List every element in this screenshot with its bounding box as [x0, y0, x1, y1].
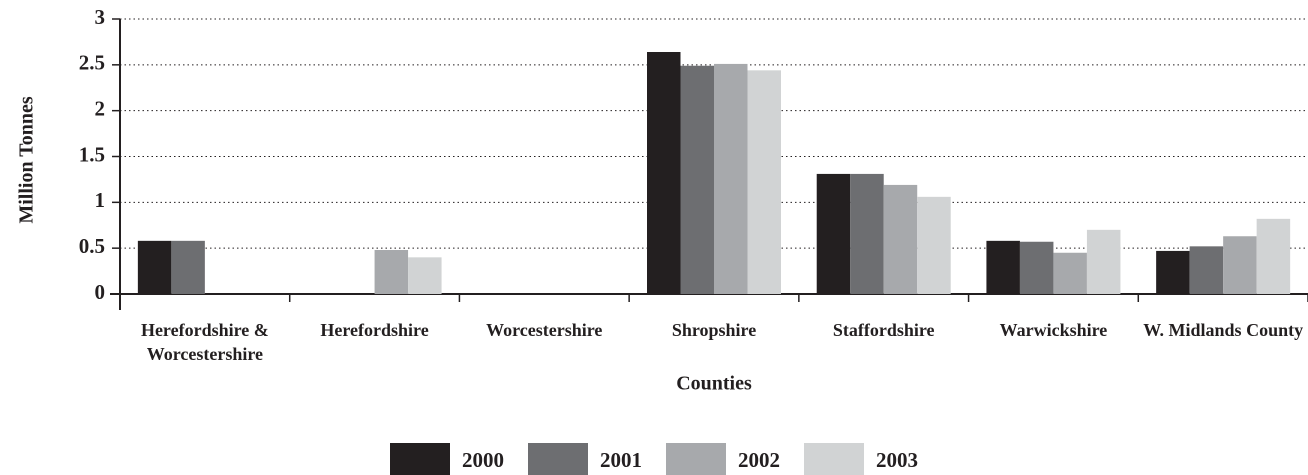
bar	[374, 250, 409, 294]
x-axis-title: Counties	[676, 373, 752, 395]
x-tick-label: Staffordshire	[832, 320, 935, 340]
legend-item: 2000	[390, 443, 504, 475]
bar	[1189, 246, 1224, 294]
y-tick-label: 2	[95, 96, 106, 120]
legend-label: 2003	[876, 447, 918, 472]
legend-label: 2000	[462, 447, 504, 472]
bar	[917, 196, 951, 294]
legend-swatch	[390, 443, 450, 475]
bar	[171, 240, 205, 294]
y-tick-label: 0	[95, 280, 106, 304]
legend-swatch	[528, 443, 588, 475]
bar	[986, 240, 1020, 294]
bar	[1019, 241, 1054, 294]
x-tick-label: Herefordshire & Worcestershire	[140, 320, 269, 364]
legend-item: 2001	[528, 443, 642, 475]
y-tick-label: 2.5	[79, 51, 105, 75]
x-tick-label: Warwickshire	[999, 320, 1108, 340]
x-tick-label: Worcestershire	[486, 320, 603, 340]
x-tick-label: W. Midlands County	[1143, 320, 1304, 340]
y-axis-title: Million Tonnes	[16, 96, 38, 223]
bar	[137, 240, 172, 294]
bar	[647, 52, 681, 294]
legend-label: 2002	[738, 447, 780, 472]
x-tick-label: Herefordshire	[320, 320, 429, 340]
bar	[1156, 250, 1190, 294]
legend-label: 2001	[600, 447, 642, 472]
bar	[883, 184, 918, 294]
bar	[1053, 252, 1087, 294]
bar	[816, 173, 851, 294]
bar	[1086, 229, 1121, 294]
legend-item: 2003	[804, 443, 918, 475]
bar	[1256, 218, 1291, 294]
bar	[714, 63, 748, 294]
legend-item: 2002	[666, 443, 780, 475]
y-tick-label: 3	[95, 5, 106, 29]
y-tick-label: 1	[95, 188, 106, 212]
bar	[850, 173, 884, 294]
y-tick-label: 1.5	[79, 142, 105, 166]
legend: 2000 2001 2002 2003	[0, 443, 1308, 475]
bar	[408, 257, 442, 294]
legend-swatch	[804, 443, 864, 475]
bar	[680, 65, 714, 294]
bar	[747, 70, 781, 294]
x-tick-label: Shropshire	[671, 320, 757, 340]
legend-swatch	[666, 443, 726, 475]
bar	[1223, 236, 1257, 294]
y-tick-label: 0.5	[79, 234, 105, 258]
